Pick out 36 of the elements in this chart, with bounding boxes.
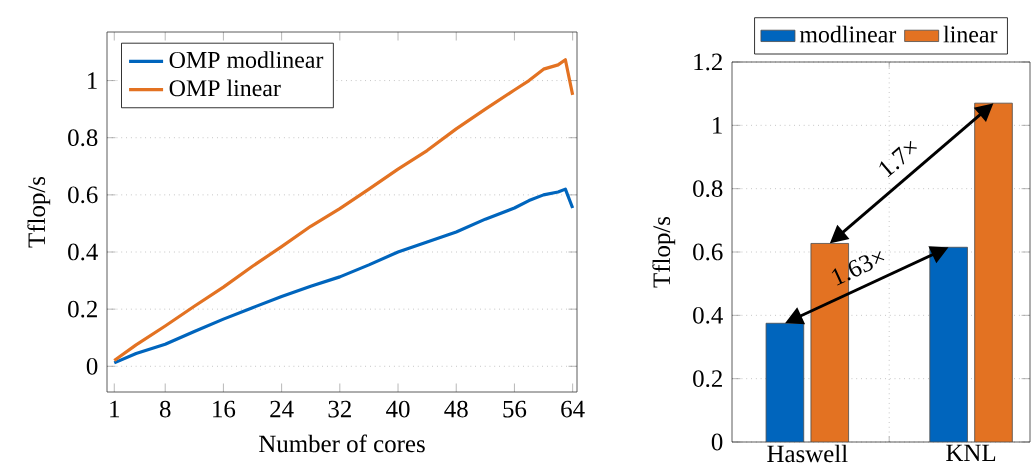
x-tick-label: Haswell	[767, 444, 848, 463]
y-tick-label: 0.4	[693, 306, 723, 324]
y-tick-label: 1.2	[694, 53, 722, 71]
y-tick-label: 0.4	[68, 243, 98, 261]
legend-label: OMP linear	[169, 79, 281, 97]
annotation: 1.7×	[879, 141, 917, 178]
y-tick-label: 0.2	[693, 370, 722, 388]
x-tick-label: 1	[110, 400, 120, 418]
x-tick-label: 56	[503, 400, 527, 418]
x-axis-title: Number of cores	[259, 434, 425, 453]
y-tick-label: 0	[86, 357, 98, 375]
y-tick-label: 1	[88, 72, 97, 89]
x-tick-label: 64	[561, 400, 585, 418]
x-tick-label: 40	[386, 400, 410, 418]
x-tick-label: KNL	[946, 444, 996, 462]
x-tick-label: 48	[444, 400, 468, 418]
y-tick-label: 0	[711, 433, 723, 451]
legend-label: OMP modlinear	[169, 51, 324, 68]
y-tick-label: 0.8	[693, 180, 723, 198]
x-tick-label: 24	[270, 400, 294, 418]
y-tick-label: 0.2	[68, 300, 97, 318]
x-tick-label: 8	[159, 400, 171, 418]
x-tick-label: 16	[213, 400, 236, 418]
y-tick-label: 0.6	[68, 186, 98, 204]
legend-label: modlinear	[799, 25, 897, 43]
legend-label: linear	[943, 25, 998, 43]
y-axis-title: Tflop/s	[27, 176, 51, 248]
y-axis-title: Tflop/s	[652, 216, 676, 288]
bar	[929, 246, 968, 442]
x-tick-label: 32	[328, 400, 351, 418]
y-tick-label: 1	[713, 117, 722, 134]
bar	[974, 102, 1013, 442]
y-tick-label: 0.8	[68, 129, 98, 147]
y-tick-label: 0.6	[693, 243, 723, 261]
line-series	[112, 187, 575, 365]
annotation: 1.63×	[831, 251, 885, 286]
